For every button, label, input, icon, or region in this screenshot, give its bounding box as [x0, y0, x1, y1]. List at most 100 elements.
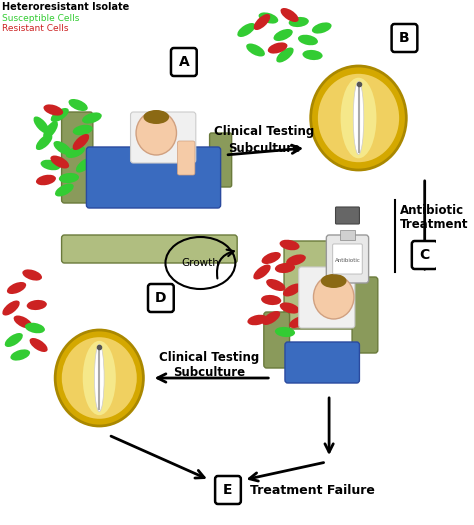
Ellipse shape	[2, 300, 20, 316]
Ellipse shape	[268, 43, 287, 54]
Ellipse shape	[276, 47, 294, 62]
Ellipse shape	[289, 17, 309, 27]
Ellipse shape	[310, 66, 406, 170]
Ellipse shape	[36, 134, 53, 150]
Ellipse shape	[318, 74, 399, 162]
Ellipse shape	[273, 29, 293, 41]
Text: Subculture: Subculture	[228, 142, 300, 154]
FancyBboxPatch shape	[86, 147, 220, 208]
Ellipse shape	[83, 341, 116, 415]
Ellipse shape	[43, 121, 58, 139]
FancyBboxPatch shape	[392, 24, 417, 52]
Ellipse shape	[73, 125, 93, 135]
Ellipse shape	[262, 252, 281, 264]
FancyBboxPatch shape	[62, 235, 237, 263]
FancyBboxPatch shape	[215, 476, 241, 504]
Text: Subculture: Subculture	[173, 366, 246, 380]
Ellipse shape	[36, 175, 56, 185]
Ellipse shape	[55, 330, 144, 426]
FancyBboxPatch shape	[210, 133, 232, 187]
Ellipse shape	[312, 23, 332, 34]
FancyBboxPatch shape	[171, 48, 197, 76]
Ellipse shape	[254, 14, 270, 30]
Ellipse shape	[280, 240, 300, 250]
FancyBboxPatch shape	[177, 141, 195, 175]
Ellipse shape	[51, 108, 69, 122]
Circle shape	[136, 111, 176, 155]
Ellipse shape	[275, 263, 295, 273]
Ellipse shape	[82, 112, 102, 123]
Ellipse shape	[27, 300, 47, 310]
Ellipse shape	[10, 350, 30, 361]
Ellipse shape	[280, 302, 300, 313]
Ellipse shape	[283, 284, 301, 297]
Ellipse shape	[14, 316, 32, 329]
Text: Heteroresistant Isolate: Heteroresistant Isolate	[2, 2, 129, 12]
Text: B: B	[399, 31, 410, 45]
Text: E: E	[223, 483, 233, 497]
FancyBboxPatch shape	[284, 241, 357, 329]
Ellipse shape	[321, 274, 346, 288]
Ellipse shape	[275, 327, 295, 337]
Ellipse shape	[41, 160, 61, 170]
Text: D: D	[155, 291, 167, 305]
Text: C: C	[419, 248, 430, 262]
Ellipse shape	[94, 344, 104, 412]
Ellipse shape	[5, 333, 23, 347]
Ellipse shape	[34, 117, 49, 133]
FancyBboxPatch shape	[285, 342, 359, 383]
Text: Growth: Growth	[182, 258, 219, 268]
Ellipse shape	[55, 184, 74, 196]
FancyBboxPatch shape	[299, 267, 355, 328]
Ellipse shape	[29, 338, 48, 352]
FancyArrowPatch shape	[217, 249, 234, 278]
Ellipse shape	[44, 104, 63, 116]
FancyBboxPatch shape	[336, 207, 359, 224]
Ellipse shape	[237, 23, 255, 37]
FancyBboxPatch shape	[326, 235, 369, 283]
Text: Resistant Cells: Resistant Cells	[2, 24, 68, 33]
Ellipse shape	[62, 337, 137, 419]
Text: Antibiotic: Antibiotic	[400, 204, 464, 216]
Ellipse shape	[73, 134, 89, 150]
Ellipse shape	[66, 146, 85, 158]
Text: A: A	[179, 55, 189, 69]
Ellipse shape	[266, 279, 285, 291]
Ellipse shape	[353, 81, 364, 154]
Ellipse shape	[253, 265, 271, 279]
FancyBboxPatch shape	[352, 277, 378, 353]
Ellipse shape	[50, 155, 69, 169]
Ellipse shape	[247, 314, 267, 326]
Text: Susceptible Cells: Susceptible Cells	[2, 14, 79, 23]
FancyBboxPatch shape	[130, 112, 196, 163]
Ellipse shape	[262, 311, 280, 325]
Ellipse shape	[341, 78, 376, 159]
FancyBboxPatch shape	[412, 241, 438, 269]
Ellipse shape	[246, 44, 265, 57]
Ellipse shape	[261, 295, 281, 305]
Ellipse shape	[144, 110, 169, 124]
Ellipse shape	[298, 35, 318, 45]
FancyBboxPatch shape	[62, 112, 93, 203]
Text: Clinical Testing: Clinical Testing	[214, 125, 314, 139]
Ellipse shape	[286, 255, 306, 266]
Ellipse shape	[22, 269, 42, 280]
Ellipse shape	[25, 323, 45, 333]
Text: Treatment Failure: Treatment Failure	[250, 484, 375, 497]
Ellipse shape	[302, 50, 323, 60]
Circle shape	[313, 275, 354, 319]
Ellipse shape	[259, 13, 278, 24]
Ellipse shape	[76, 158, 93, 173]
Ellipse shape	[289, 316, 309, 328]
Bar	[340, 230, 355, 240]
Ellipse shape	[59, 173, 79, 183]
Text: Treatment: Treatment	[400, 218, 468, 232]
Ellipse shape	[281, 8, 299, 22]
Ellipse shape	[69, 99, 88, 111]
Ellipse shape	[54, 141, 72, 155]
FancyBboxPatch shape	[148, 284, 174, 312]
Ellipse shape	[7, 282, 26, 294]
Text: Antibiotic: Antibiotic	[335, 257, 360, 262]
FancyBboxPatch shape	[333, 244, 362, 274]
FancyBboxPatch shape	[264, 312, 290, 368]
